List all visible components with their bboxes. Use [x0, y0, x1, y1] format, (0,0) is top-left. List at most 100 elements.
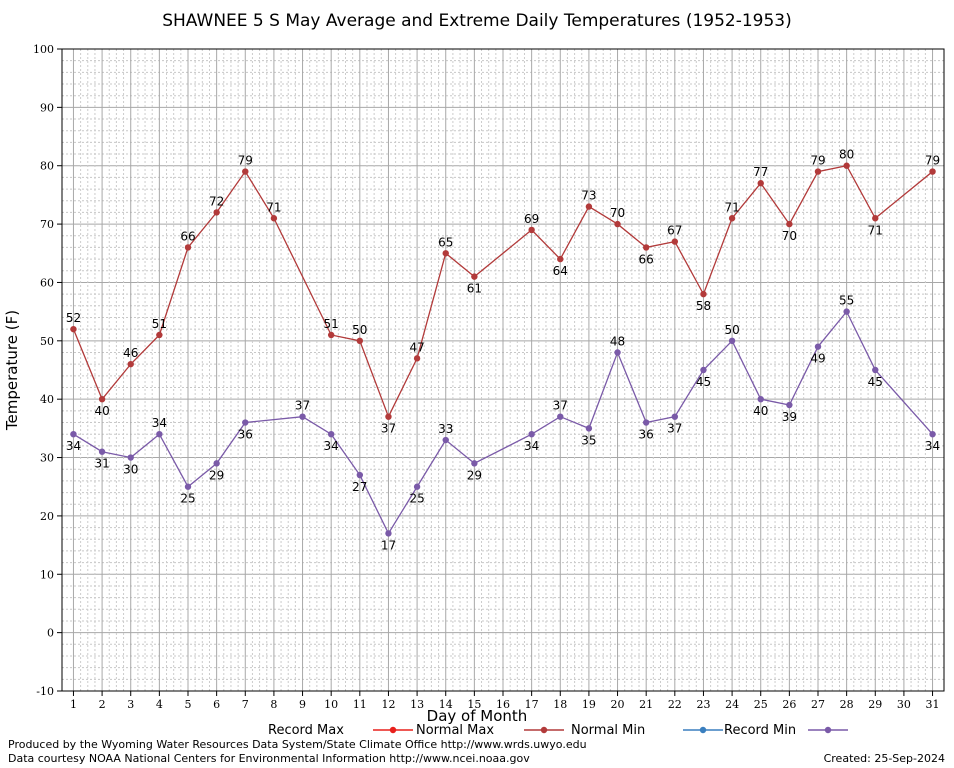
- x-tick-label: 17: [525, 698, 539, 711]
- x-tick-label: 18: [553, 698, 567, 711]
- normal-max-data-label: 77: [753, 165, 768, 179]
- y-tick-label: 90: [40, 101, 54, 114]
- normal-max-point: [814, 168, 822, 175]
- record-min-point: [471, 460, 478, 467]
- legend-label-normal-max: Normal Max: [416, 723, 494, 738]
- normal-max-point: [70, 325, 77, 333]
- record-min-data-label: 48: [610, 334, 625, 348]
- x-tick-label: 13: [410, 698, 424, 711]
- normal-max-data-label: 67: [667, 224, 682, 238]
- normal-max-point: [127, 360, 134, 368]
- x-tick-label: 8: [270, 698, 277, 711]
- record-min-data-label: 29: [209, 468, 224, 482]
- normal-max-data-label: 72: [209, 194, 224, 208]
- x-tick-label: 16: [496, 698, 510, 711]
- normal-max-point: [156, 331, 163, 339]
- normal-max-data-label: 73: [581, 189, 596, 203]
- legend-label-record-min: Record Min: [724, 723, 796, 738]
- x-tick-label: 19: [582, 698, 596, 711]
- normal-max-data-label: 80: [839, 148, 854, 162]
- y-tick-label: 40: [40, 393, 54, 406]
- normal-max-point: [671, 238, 679, 245]
- record-min-data-label: 49: [810, 352, 825, 366]
- normal-max-point: [413, 355, 421, 362]
- chart-title: SHAWNEE 5 S May Average and Extreme Dail…: [162, 11, 792, 31]
- normal-max-point: [184, 244, 192, 251]
- record-min-point: [299, 413, 306, 420]
- normal-max-point: [786, 220, 793, 228]
- record-min-data-label: 34: [925, 439, 940, 453]
- x-tick-label: 2: [99, 698, 106, 711]
- record-min-data-label: 34: [524, 439, 539, 453]
- record-min-data-label: 45: [868, 375, 883, 389]
- record-min-point: [757, 395, 764, 403]
- normal-max-data-label: 70: [782, 229, 797, 243]
- normal-max-point: [700, 290, 707, 298]
- record-min-point: [843, 308, 850, 315]
- x-tick-label: 10: [324, 698, 338, 711]
- normal-max-point: [385, 413, 392, 420]
- normal-max-point: [270, 215, 278, 222]
- y-tick-label: 70: [40, 218, 54, 231]
- normal-max-data-label: 37: [381, 422, 396, 436]
- record-min-line: [73, 310, 934, 535]
- record-min-data-label: 30: [123, 463, 138, 477]
- x-tick-label: 30: [897, 698, 911, 711]
- normal-max-data-label: 79: [810, 154, 825, 168]
- normal-max-data-label: 50: [352, 323, 367, 337]
- record-min-data-label: 37: [295, 399, 310, 413]
- normal-max-point: [843, 162, 850, 169]
- x-tick-label: 31: [926, 698, 940, 711]
- y-tick-label: 0: [47, 627, 54, 640]
- record-min-data-label: 33: [438, 422, 453, 436]
- record-min-point: [872, 366, 879, 374]
- record-min-data-label: 27: [352, 480, 367, 494]
- x-tick-label: 21: [639, 698, 653, 711]
- footer-created-date: Created: 25-Sep-2024: [824, 752, 945, 765]
- record-min-data-label: 31: [94, 457, 109, 471]
- normal-max-point: [929, 168, 936, 175]
- x-tick-label: 6: [213, 698, 220, 711]
- normal-max-point: [471, 273, 478, 280]
- record-min-point: [814, 343, 822, 350]
- normal-max-data-label: 52: [66, 311, 81, 325]
- y-tick-label: 20: [40, 510, 54, 523]
- normal-max-point: [98, 395, 106, 403]
- y-axis-label: Temperature (F): [3, 310, 21, 431]
- footer-credit-data: Data courtesy NOAA National Centers for …: [8, 752, 530, 765]
- record-min-point: [327, 431, 335, 438]
- legend-label-record-max: Record Max: [268, 723, 344, 738]
- normal-max-point: [557, 255, 564, 263]
- x-tick-label: 15: [467, 698, 481, 711]
- y-tick-label: 30: [40, 452, 54, 465]
- normal-max-point: [442, 250, 449, 257]
- normal-max-data-label: 70: [610, 206, 625, 220]
- record-min-data-label: 25: [409, 492, 424, 506]
- record-min-data-label: 37: [553, 399, 568, 413]
- normal-max-data-label: 79: [238, 154, 253, 168]
- normal-max-data-label: 69: [524, 212, 539, 226]
- x-tick-label: 28: [840, 698, 854, 711]
- normal-max-point: [528, 226, 535, 234]
- normal-max-data-label: 71: [868, 223, 883, 237]
- normal-max-point: [642, 244, 650, 251]
- record-min-point: [385, 530, 392, 537]
- normal-max-point: [728, 215, 736, 222]
- normal-max-data-label: 71: [266, 200, 281, 214]
- normal-max-data-label: 66: [639, 252, 654, 266]
- x-tick-label: 11: [353, 698, 367, 711]
- data-series: 52 40 46 51 66 72 79 71 51 50 37 47 65 61 69 64 73 70 66 67…: [66, 148, 940, 553]
- y-tick-label: 100: [33, 43, 54, 56]
- x-tick-label: 27: [811, 698, 825, 711]
- record-min-point: [585, 425, 593, 432]
- record-min-data-label: 34: [324, 439, 339, 453]
- legend-marker-normal-max: [540, 726, 548, 734]
- y-tick-label: 50: [40, 335, 54, 348]
- normal-max-point: [242, 168, 249, 175]
- record-min-data-label: 50: [724, 323, 739, 337]
- record-min-data-label: 34: [152, 416, 167, 430]
- record-min-point: [127, 454, 134, 461]
- record-min-point: [413, 483, 421, 490]
- x-tick-label: 20: [611, 698, 625, 711]
